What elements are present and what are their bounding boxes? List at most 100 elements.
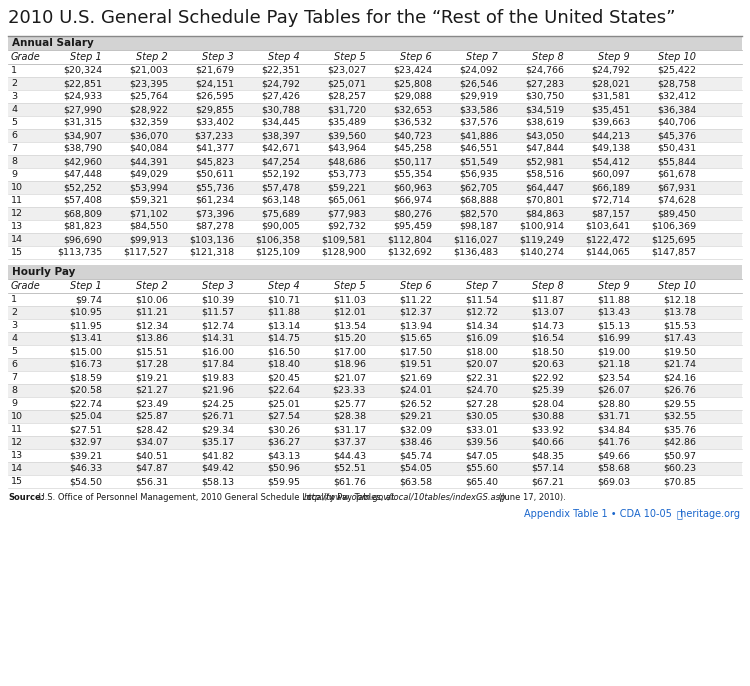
Text: $15.65: $15.65: [399, 334, 432, 343]
Text: Grade: Grade: [11, 52, 40, 62]
Text: $41,377: $41,377: [195, 144, 234, 153]
Text: $19.50: $19.50: [663, 347, 696, 356]
Text: $40.66: $40.66: [531, 438, 564, 447]
Text: $27,426: $27,426: [261, 92, 300, 101]
Text: $75,689: $75,689: [261, 209, 300, 218]
Text: $60,097: $60,097: [591, 170, 630, 179]
Text: $13.94: $13.94: [399, 321, 432, 330]
Text: $57,408: $57,408: [63, 196, 102, 205]
Text: 12: 12: [11, 209, 23, 218]
Text: $31.71: $31.71: [597, 412, 630, 421]
Text: $25,764: $25,764: [129, 92, 168, 101]
Bar: [8, 397, 742, 410]
Text: Step 10: Step 10: [658, 281, 696, 291]
Text: $24.25: $24.25: [201, 399, 234, 408]
Text: $49,029: $49,029: [129, 170, 168, 179]
Text: $38,397: $38,397: [261, 131, 300, 140]
Text: $10.71: $10.71: [267, 295, 300, 304]
Text: $18.00: $18.00: [465, 347, 498, 356]
Text: $50,117: $50,117: [393, 157, 432, 166]
Text: $43.13: $43.13: [267, 451, 300, 460]
Text: $25.77: $25.77: [333, 399, 366, 408]
Text: $71,102: $71,102: [129, 209, 168, 218]
Text: $84,550: $84,550: [129, 222, 168, 231]
Bar: [8, 384, 742, 397]
Text: $117,527: $117,527: [123, 248, 168, 257]
Text: $37,576: $37,576: [459, 118, 498, 127]
Text: $50,431: $50,431: [657, 144, 696, 153]
Bar: [8, 64, 742, 77]
Text: $67,931: $67,931: [657, 183, 696, 192]
Text: $25.87: $25.87: [135, 412, 168, 421]
Text: $11.95: $11.95: [69, 321, 102, 330]
Text: $16.99: $16.99: [597, 334, 630, 343]
Text: $30.26: $30.26: [267, 425, 300, 434]
Text: $18.40: $18.40: [267, 360, 300, 369]
Text: $121,318: $121,318: [189, 248, 234, 257]
Text: Step 6: Step 6: [400, 281, 432, 291]
Text: $53,994: $53,994: [129, 183, 168, 192]
Text: Step 6: Step 6: [400, 52, 432, 62]
Text: 4: 4: [11, 334, 17, 343]
Text: $24,151: $24,151: [195, 79, 234, 88]
Text: $23,424: $23,424: [393, 66, 432, 75]
Text: $39,560: $39,560: [327, 131, 366, 140]
Text: $21.96: $21.96: [201, 386, 234, 395]
Bar: [8, 233, 742, 246]
Text: $95,459: $95,459: [393, 222, 432, 231]
Text: $39.56: $39.56: [465, 438, 498, 447]
Text: 6: 6: [11, 131, 17, 140]
Text: $19.51: $19.51: [399, 360, 432, 369]
Text: 7: 7: [11, 144, 17, 153]
Text: Step 5: Step 5: [334, 281, 366, 291]
Text: $23,395: $23,395: [129, 79, 168, 88]
Bar: [8, 475, 742, 488]
Bar: [8, 90, 742, 103]
Text: $100,914: $100,914: [519, 222, 564, 231]
Text: $80,276: $80,276: [393, 209, 432, 218]
Text: $96,690: $96,690: [63, 235, 102, 244]
Text: Step 4: Step 4: [268, 52, 300, 62]
Text: $99,913: $99,913: [129, 235, 168, 244]
Text: $54,412: $54,412: [591, 157, 630, 166]
Text: (June 17, 2010).: (June 17, 2010).: [496, 493, 566, 502]
Text: $24.70: $24.70: [465, 386, 498, 395]
Text: $59,221: $59,221: [327, 183, 366, 192]
Text: 13: 13: [11, 451, 23, 460]
Text: Step 7: Step 7: [466, 52, 498, 62]
Text: Step 2: Step 2: [136, 52, 168, 62]
Bar: [8, 332, 742, 345]
Text: 1: 1: [11, 66, 17, 75]
Text: $119,249: $119,249: [519, 235, 564, 244]
Text: $37,233: $37,233: [195, 131, 234, 140]
Text: $41,886: $41,886: [459, 131, 498, 140]
Text: http://www.opm.gov/local/10tables/indexGS.asp: http://www.opm.gov/local/10tables/indexG…: [304, 493, 506, 502]
Text: $42,960: $42,960: [63, 157, 102, 166]
Text: $58.13: $58.13: [201, 477, 234, 486]
Bar: [8, 371, 742, 384]
Text: $63,148: $63,148: [261, 196, 300, 205]
Text: $36,384: $36,384: [657, 105, 696, 114]
Text: $31,720: $31,720: [327, 105, 366, 114]
Text: Step 7: Step 7: [466, 281, 498, 291]
Text: $27.28: $27.28: [465, 399, 498, 408]
Text: $22.64: $22.64: [267, 386, 300, 395]
Text: $52,192: $52,192: [261, 170, 300, 179]
Bar: [8, 142, 742, 155]
Bar: [8, 155, 742, 168]
Text: $98,187: $98,187: [459, 222, 498, 231]
Text: $16.00: $16.00: [201, 347, 234, 356]
Bar: [8, 168, 742, 181]
Bar: [8, 410, 742, 423]
Bar: [8, 436, 742, 449]
Text: 2: 2: [11, 79, 17, 88]
Text: $70.85: $70.85: [663, 477, 696, 486]
Text: $43,050: $43,050: [525, 131, 564, 140]
Bar: [8, 279, 742, 293]
Bar: [8, 265, 742, 279]
Text: U.S. Office of Personnel Management, 2010 General Schedule Locality Pay Tables, : U.S. Office of Personnel Management, 201…: [36, 493, 397, 502]
Text: $11.57: $11.57: [201, 308, 234, 317]
Text: $109,581: $109,581: [321, 235, 366, 244]
Text: $87,157: $87,157: [591, 209, 630, 218]
Text: $29,855: $29,855: [195, 105, 234, 114]
